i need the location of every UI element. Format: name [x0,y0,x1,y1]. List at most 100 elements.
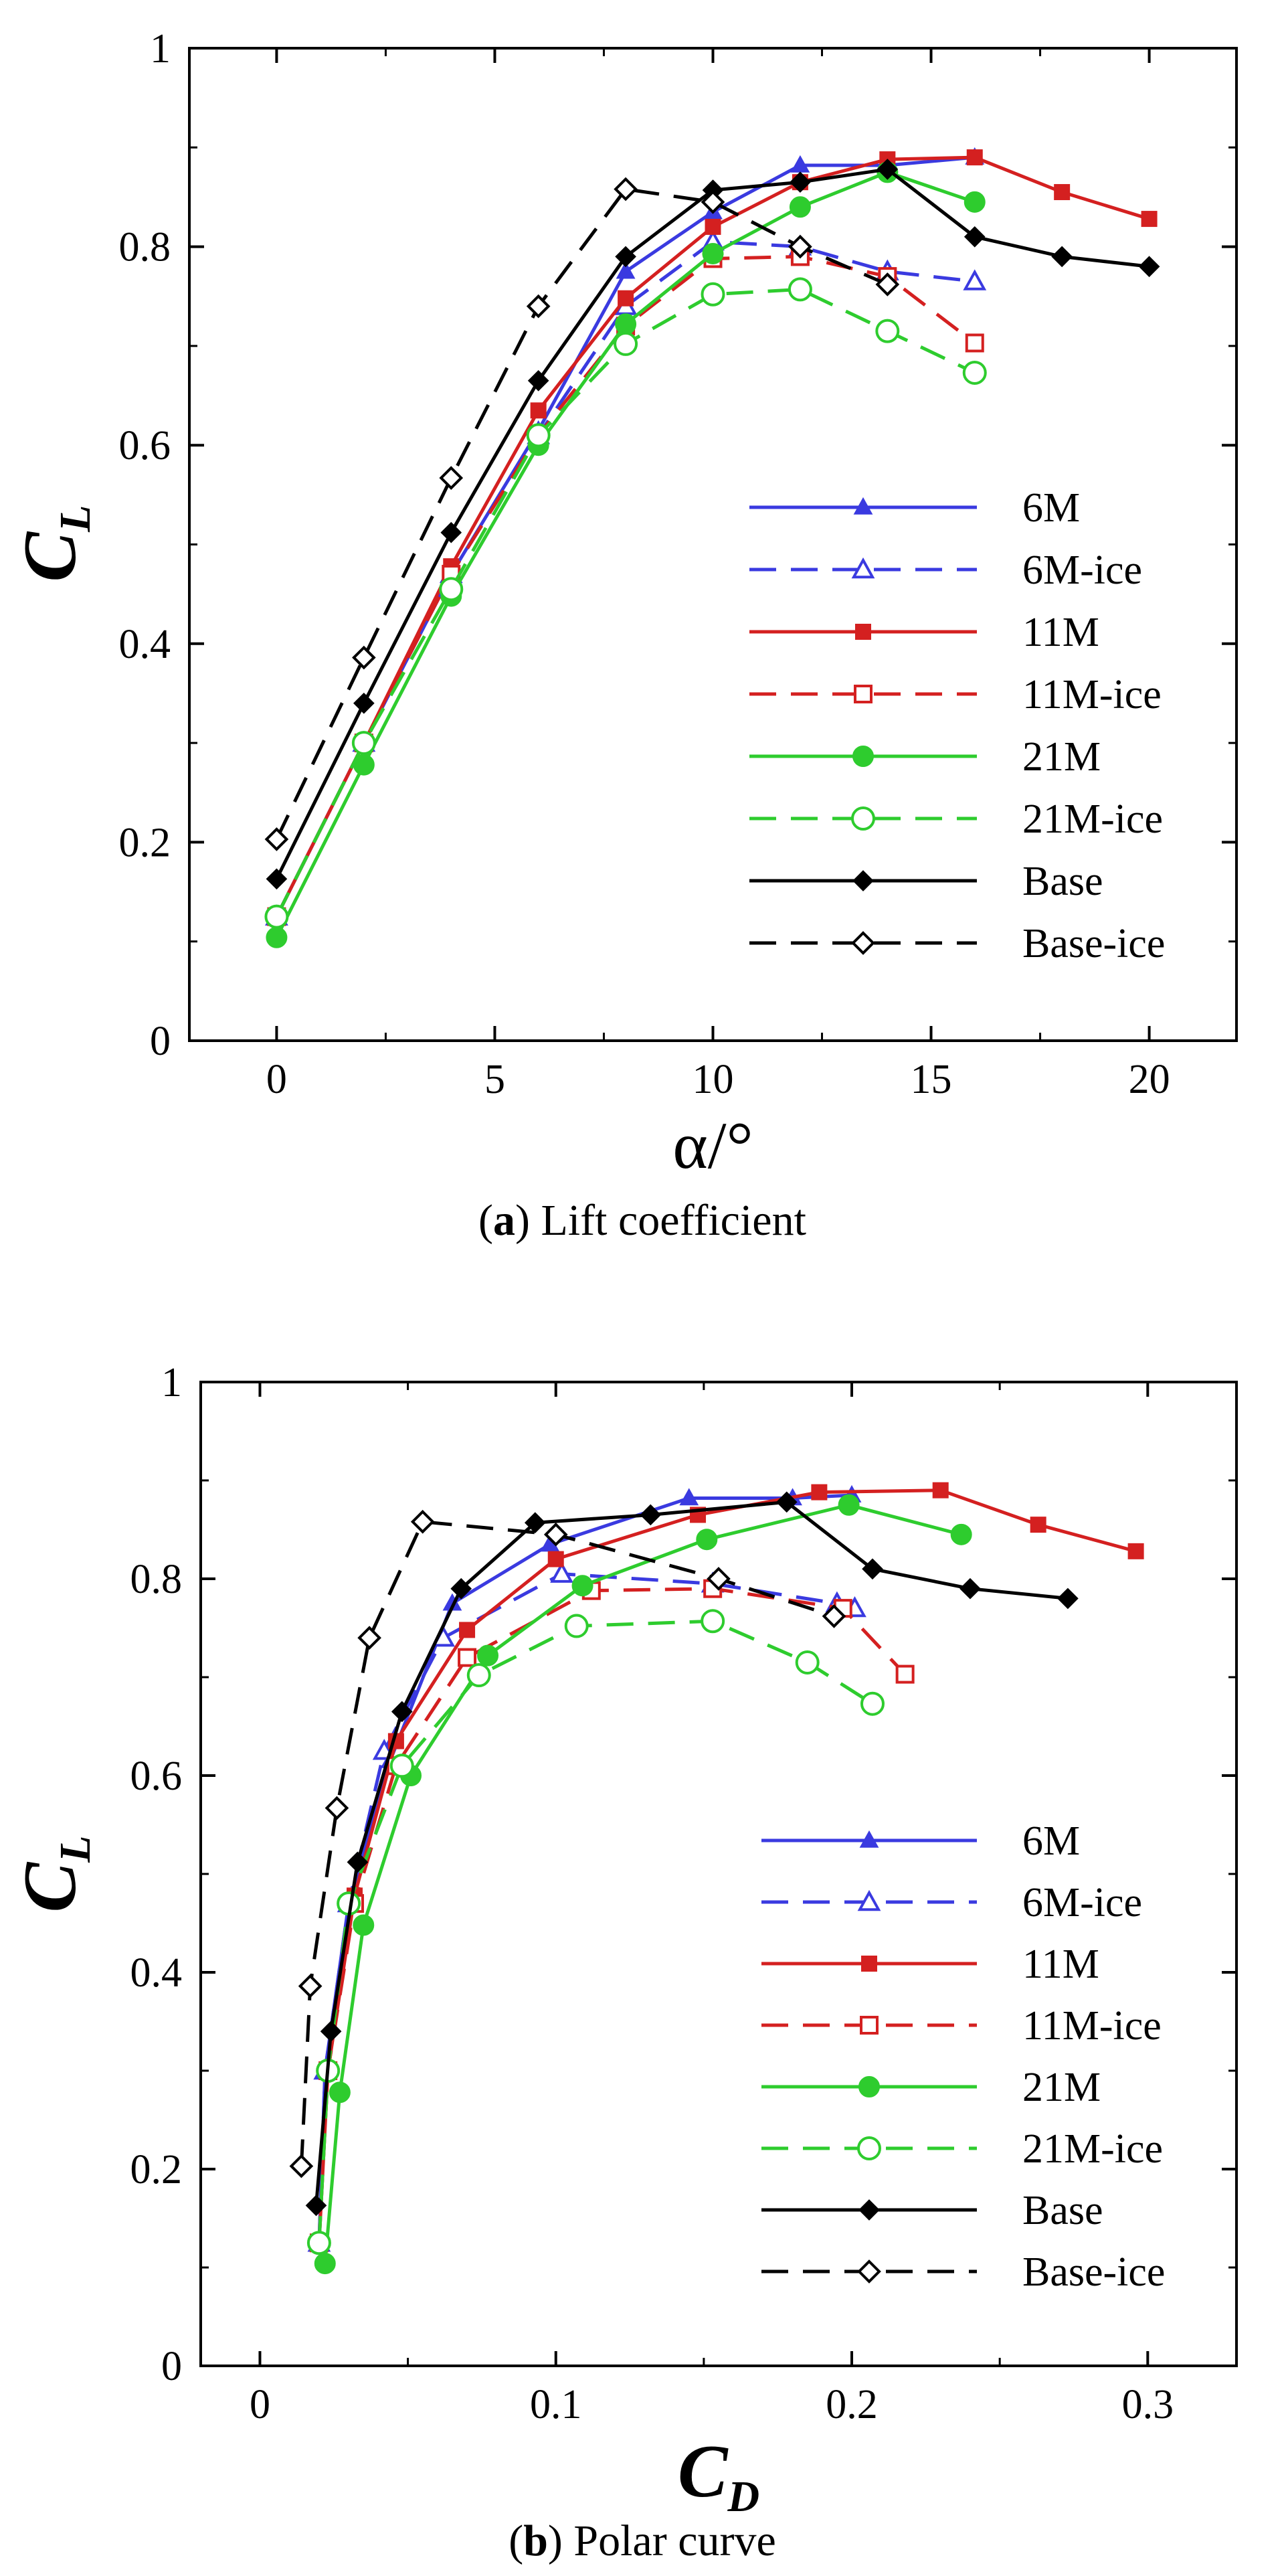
legend-label-6m-ice: 6M-ice [1022,547,1142,593]
y-tick-label: 0.8 [130,1557,183,1602]
series-base-ice-point-2 [325,1796,349,1820]
series-11m-ice [309,1579,915,2253]
y-tick-label: 0.6 [130,1753,183,1799]
series-21m-point-8 [964,191,986,213]
series-21m-point-5 [702,242,724,264]
series-base-ice-point-0 [289,2154,314,2178]
y-axis-label: CL [9,505,100,582]
legend-base-ice-point-0 [857,2259,881,2284]
y-tick-label: 0.2 [130,2147,183,2193]
series-6m-line [317,1493,852,2243]
series-11m-line [275,155,1150,918]
series-base-ice-point-5 [701,190,725,214]
series-base-ice-point-3 [526,294,551,319]
series-21m-ice-point-0 [264,904,289,929]
series-11m-point-9 [1054,184,1071,201]
legend-base-point-0 [858,2199,880,2221]
series-21m-ice-point-7 [875,319,900,343]
series-21m-point-7 [838,1494,860,1516]
series-21m-ice-point-4 [466,1663,491,1688]
series-base-ice-point-4 [410,1509,435,1534]
y-tick-label: 0.2 [119,820,171,865]
legend-label-21m-ice: 21M-ice [1022,796,1163,842]
legend-label-6m: 6M [1022,1818,1080,1864]
legend-base-point-0 [852,870,874,891]
series-21m-ice-point-8 [962,360,987,385]
series-6m-ice-point-5 [550,1561,573,1583]
series-base-point-6 [790,171,811,193]
y-tick-label: 0.4 [130,1950,183,1996]
series-21m-ice-point-3 [389,1753,414,1778]
caption-b-text: Polar curve [573,2516,775,2565]
legend-label-base: Base [1022,2188,1103,2233]
x-tick-label: 20 [1129,1057,1170,1102]
series-base-point-10 [1138,256,1160,278]
series-11m-point-5 [547,1551,564,1567]
series-21m-point-1 [329,2081,351,2103]
series-21m-ice-point-6 [788,277,812,302]
caption-b-letter: b [523,2516,548,2565]
legend-base-ice-point-0 [851,931,875,955]
y-tick-label: 0.6 [119,423,171,468]
series-base-ice-point-6 [707,1567,731,1591]
x-tick-label: 0 [250,2382,270,2427]
series-base-point-5 [524,1512,546,1534]
series-base-point-4 [615,246,636,268]
series-21m-point-5 [571,1575,593,1597]
series-21m-ice-point-4 [614,331,638,356]
legend-label-11m-ice: 11M-ice [1022,672,1162,717]
legend-11m-ice-point-0 [854,685,873,703]
legend-label-base-ice: Base-ice [1022,2249,1165,2295]
x-tick-label: 0.1 [530,2382,582,2427]
series-11m-ice-point-8 [965,333,984,353]
legend-6m-point-0 [859,1830,879,1848]
series-21m-ice-point-2 [439,577,464,602]
series-21m-point-0 [266,926,288,948]
legend: 6M 6M-ice 11M 11M-ice 21M 21M-ice Base Base-ice [749,485,1165,966]
series-base-point-9 [959,1577,981,1600]
legend-label-11m: 11M [1022,1942,1099,1987]
caption-a: (a) Lift coefficient [478,1196,806,1245]
legend-11m-ice-point-0 [860,2016,879,2035]
legend: 6M 6M-ice 11M 11M-ice 21M 21M-ice Base Base-ice [761,1818,1165,2295]
series-base-ice-point-5 [543,1523,568,1547]
series-base-point-0 [266,868,288,890]
series-base-point-3 [391,1701,413,1723]
legend-6m-ice-point-0 [857,1889,881,1911]
x-tick-label: 0.3 [1122,2382,1174,2427]
series-base-point-10 [1057,1587,1079,1610]
legend-label-21m-ice: 21M-ice [1022,2126,1163,2172]
series-11m-point-8 [932,1482,949,1498]
series-base-point-8 [964,226,986,248]
x-axis-label: CD [678,2430,759,2521]
y-tick-label: 1 [161,1360,182,1405]
x-tick-label: 0.2 [826,2382,878,2427]
legend-11m-point-0 [855,624,871,640]
y-tick-label: 0.8 [119,225,171,270]
caption-a-letter: a [493,1196,515,1245]
series-base-ice-point-1 [298,1974,323,1998]
series-21m-point-0 [314,2253,336,2275]
series-base-ice-point-6 [788,234,812,259]
series-11m-point-4 [618,290,634,307]
x-tick-label: 10 [693,1057,734,1102]
series-base-line [314,1500,1069,2206]
series-6m-ice-point-8 [963,269,987,290]
series-21m-ice-point-8 [860,1691,885,1716]
series-11m-point-10 [1127,1543,1144,1559]
series-base-ice-point-2 [439,466,464,490]
series-base-ice-line [275,187,889,841]
legend-label-6m-ice: 6M-ice [1022,1880,1142,1925]
polar-curve-chart: 0 0.2 0.4 0.6 0.8 1 0 0.1 0.2 0.3 CL CD 6M 6M-ice 11M 1… [9,1360,1238,2521]
legend-label-21m: 21M [1022,734,1101,780]
legend-21m-ice-point-0 [857,2136,881,2160]
series-11m-point-3 [530,402,547,419]
series-base-ice-point-7 [875,272,900,296]
series-21m-ice-point-7 [795,1650,820,1675]
series-21m-ice-point-5 [701,282,725,307]
series-21m-point-6 [789,196,811,218]
caption-a-text: Lift coefficient [541,1196,806,1245]
series-base-point-2 [347,1851,369,1873]
caption-b: (b) Polar curve [509,2516,776,2565]
series-base-point-9 [1051,246,1073,268]
